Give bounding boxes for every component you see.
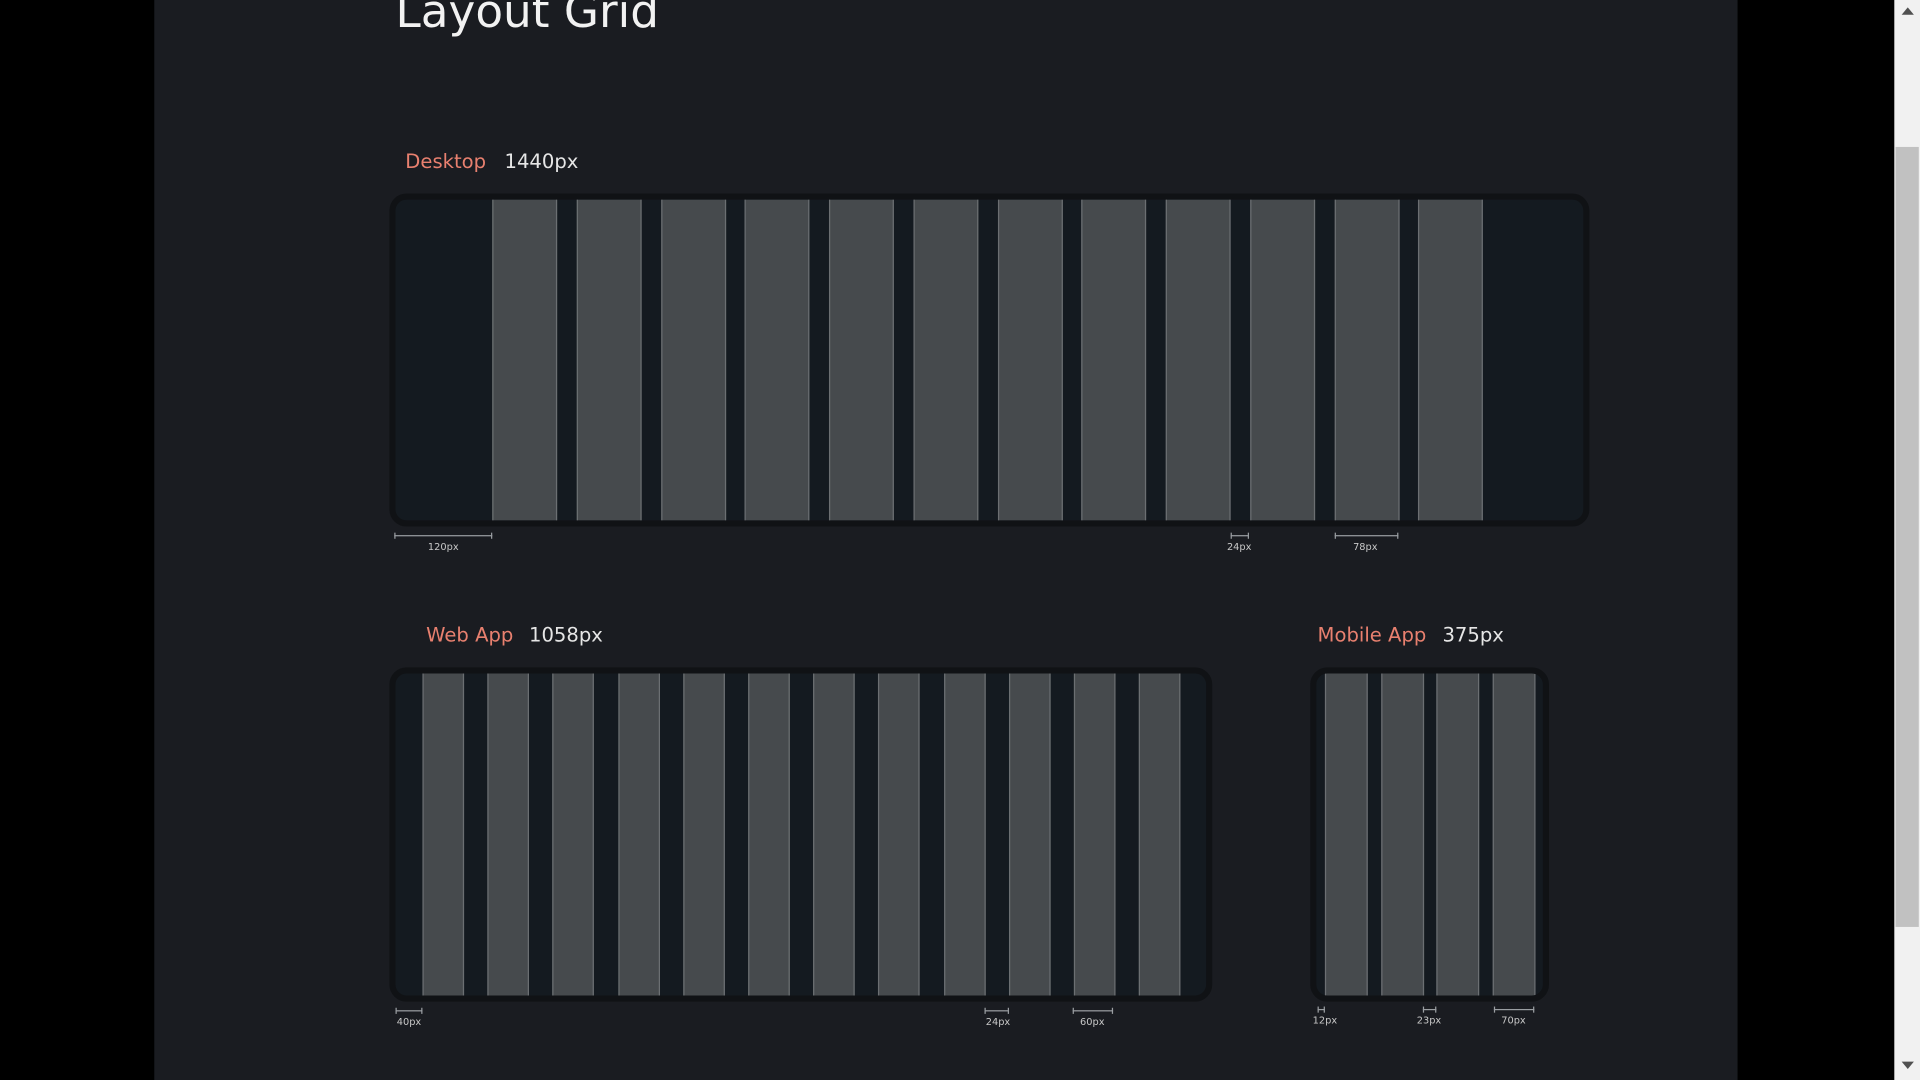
grid-column xyxy=(813,673,855,996)
grid-column xyxy=(1081,199,1147,521)
grid-column xyxy=(683,673,725,996)
grid-column xyxy=(878,673,921,996)
measure-label: 70px xyxy=(1501,1015,1526,1027)
grid-column xyxy=(1436,673,1480,996)
grid-width: 1058px xyxy=(528,623,603,647)
measure-line xyxy=(1072,1007,1114,1014)
scroll-thumb[interactable] xyxy=(1895,146,1919,927)
grid-column xyxy=(1324,673,1368,996)
measure-line xyxy=(1317,1006,1325,1013)
grid-column xyxy=(913,199,979,521)
measure-label: 60px xyxy=(1080,1016,1105,1028)
grid-column xyxy=(1380,673,1424,996)
measure-label: 23px xyxy=(1416,1015,1442,1027)
grid-column xyxy=(487,673,530,996)
grid-column xyxy=(660,199,726,521)
grid-column xyxy=(492,199,558,521)
measure-line xyxy=(394,532,493,539)
scroll-up[interactable] xyxy=(1901,7,1914,15)
measure-label: 12px xyxy=(1312,1015,1338,1027)
grid-column xyxy=(576,199,642,521)
grid-column xyxy=(1139,673,1181,996)
grid-width: 1440px xyxy=(504,149,579,173)
grid-column xyxy=(1073,673,1116,996)
grid-label: Mobile App xyxy=(1317,623,1427,647)
grid-label: Desktop xyxy=(405,149,487,173)
measure-label: 24px xyxy=(1226,541,1252,553)
measure-line xyxy=(984,1007,1009,1014)
measure-label: 120px xyxy=(427,541,459,553)
grid-column xyxy=(943,673,986,996)
grid-column xyxy=(1418,199,1484,521)
measure-line xyxy=(395,1007,423,1014)
grid-label: Web App xyxy=(426,623,514,647)
measure-line xyxy=(1334,532,1399,539)
measure-label: 24px xyxy=(985,1016,1011,1028)
measure-label: 40px xyxy=(396,1016,422,1028)
grid-column xyxy=(1249,199,1315,521)
grid-column xyxy=(997,199,1063,521)
grid-frame xyxy=(389,193,1590,527)
grid-column xyxy=(828,199,894,521)
grid-frame xyxy=(389,667,1213,1002)
page-title: Layout Grid xyxy=(395,0,660,38)
grid-column xyxy=(748,673,790,996)
grid-column xyxy=(1492,673,1536,996)
scrollbar[interactable] xyxy=(1894,0,1920,1080)
measure-label: 78px xyxy=(1353,541,1378,553)
scroll-down[interactable] xyxy=(1901,1061,1914,1069)
grid-column xyxy=(422,673,465,996)
grid-column xyxy=(744,199,810,521)
grid-frame xyxy=(1310,667,1549,1002)
grid-column xyxy=(1165,199,1231,521)
grid-column xyxy=(552,673,595,996)
grid-column xyxy=(1334,199,1399,521)
grid-width: 375px xyxy=(1442,623,1504,647)
measure-line xyxy=(1422,1006,1437,1013)
grid-column xyxy=(617,673,660,996)
measure-line xyxy=(1230,532,1249,539)
measure-line xyxy=(1493,1006,1535,1013)
grid-column xyxy=(1008,673,1051,996)
